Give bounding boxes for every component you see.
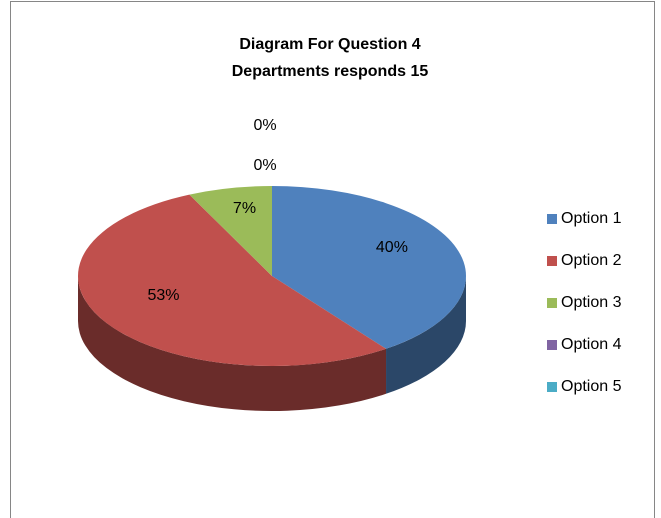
legend-swatch xyxy=(547,214,557,224)
legend-label: Option 3 xyxy=(561,294,622,311)
data-label: 0% xyxy=(253,157,276,174)
chart-title: Diagram For Question 4 xyxy=(239,36,420,53)
pie-slice xyxy=(272,186,467,349)
data-label: 7% xyxy=(233,200,256,217)
legend-label: Option 1 xyxy=(561,210,622,227)
data-label: 53% xyxy=(147,287,179,304)
pie-slice xyxy=(189,186,272,276)
legend-swatch xyxy=(547,340,557,350)
chart-subtitle: Departments responds 15 xyxy=(232,63,429,80)
legend-label: Option 4 xyxy=(561,336,622,353)
pie-side xyxy=(386,276,466,394)
legend-swatch xyxy=(547,382,557,392)
pie-slice xyxy=(78,194,387,366)
legend-swatch xyxy=(547,256,557,266)
legend-label: Option 5 xyxy=(561,378,622,395)
data-label: 40% xyxy=(376,239,408,256)
legend-label: Option 2 xyxy=(561,252,622,269)
data-label: 0% xyxy=(253,117,276,134)
pie-side xyxy=(77,276,387,411)
legend-swatch xyxy=(547,298,557,308)
